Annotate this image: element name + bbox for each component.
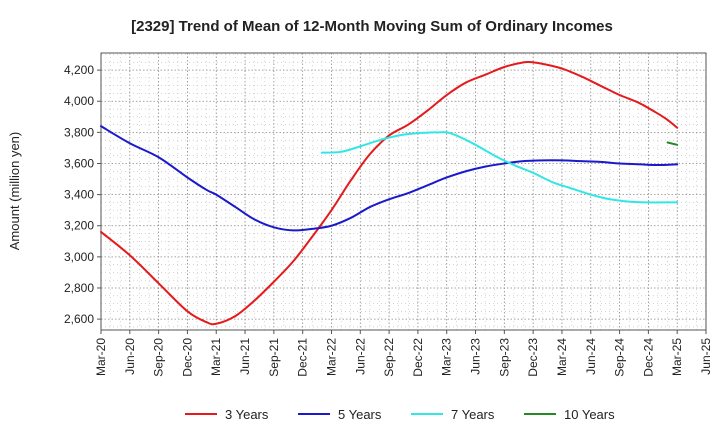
x-tick-label: Sep-21 — [267, 338, 281, 377]
legend-label: 10 Years — [564, 407, 615, 422]
y-tick-label: 3,400 — [64, 188, 94, 202]
x-tick-label: Sep-23 — [497, 338, 511, 377]
plot-area — [101, 53, 706, 330]
x-tick-label: Jun-24 — [584, 338, 598, 375]
plot-frame — [100, 52, 707, 331]
chart-title: [2329] Trend of Mean of 12-Month Moving … — [131, 18, 613, 35]
x-tick-label: Jun-23 — [469, 338, 483, 375]
y-tick-label: 2,800 — [64, 281, 94, 295]
legend-label: 3 Years — [225, 407, 269, 422]
y-axis-label: Amount (million yen) — [7, 132, 22, 251]
grid — [100, 53, 707, 330]
y-tick-label: 4,200 — [64, 63, 94, 77]
x-tick-label: Mar-22 — [324, 338, 338, 376]
x-axis: Mar-20 Jun-20 Sep-20 Dec-20 Mar-21 Jun-21 Sep-… — [94, 330, 713, 377]
y-tick-label: 3,800 — [64, 125, 94, 139]
legend-label: 7 Years — [451, 407, 495, 422]
x-tick-label: Dec-21 — [296, 338, 310, 377]
y-axis: 2,600 2,800 3,000 3,200 3,400 3,600 3,800 4,000… — [64, 63, 101, 326]
x-tick-label: Jun-20 — [123, 338, 137, 375]
series-line-3-years — [100, 60, 679, 326]
x-tick-label: Dec-24 — [641, 338, 655, 377]
series-line-5-years — [100, 125, 679, 232]
legend: 3 Years 5 Years 7 Years 10 Years — [185, 407, 615, 422]
y-tick-label: 3,600 — [64, 156, 94, 170]
x-tick-label: Mar-21 — [209, 338, 223, 376]
y-tick-label: 2,600 — [64, 312, 94, 326]
y-tick-label: 3,000 — [64, 250, 94, 264]
legend-label: 5 Years — [338, 407, 382, 422]
x-tick-label: Mar-25 — [670, 338, 684, 376]
x-tick-label: Sep-20 — [152, 338, 166, 377]
series-layer — [100, 60, 679, 326]
x-tick-label: Jun-22 — [353, 338, 367, 375]
series-line-10-years — [666, 141, 679, 146]
x-tick-label: Dec-22 — [411, 338, 425, 377]
x-tick-label: Jun-21 — [238, 338, 252, 375]
x-tick-label: Mar-23 — [440, 338, 454, 376]
x-tick-label: Dec-20 — [180, 338, 194, 377]
x-tick-label: Jun-25 — [699, 338, 713, 375]
x-tick-label: Sep-24 — [613, 338, 627, 377]
x-tick-label: Mar-24 — [555, 338, 569, 376]
y-tick-label: 3,200 — [64, 219, 94, 233]
x-tick-label: Dec-23 — [526, 338, 540, 377]
series-line-7-years — [320, 131, 679, 204]
x-tick-label: Mar-20 — [94, 338, 108, 376]
y-tick-label: 4,000 — [64, 94, 94, 108]
x-tick-label: Sep-22 — [382, 338, 396, 377]
